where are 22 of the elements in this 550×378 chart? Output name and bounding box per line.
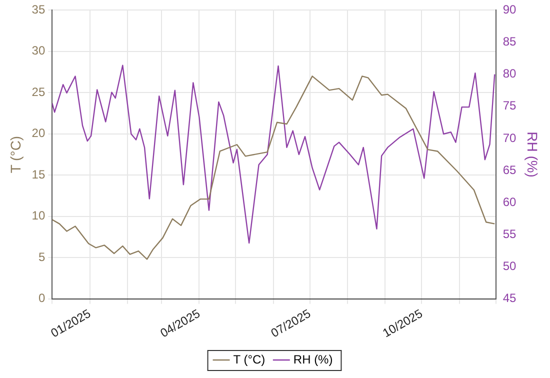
y-tick-label: 0	[38, 291, 46, 306]
y-tick-label: 35	[32, 2, 46, 17]
y2-axis-title: RH (%)	[524, 132, 541, 178]
y-tick-label: 5	[38, 250, 46, 264]
y-tick-label: 30	[32, 44, 46, 58]
legend-label: T (°C)	[233, 352, 266, 366]
y2-tick-label: 50	[502, 259, 517, 274]
y2-tick-label: 75	[502, 98, 517, 113]
y2-tick-label: 60	[502, 194, 517, 209]
y-tick-label: 10	[32, 208, 46, 223]
legend-label: RH (%)	[293, 352, 333, 366]
y-tick-label: 15	[32, 167, 46, 182]
y-tick-label: 20	[32, 126, 46, 140]
y2-tick-label: 85	[502, 34, 517, 49]
y2-tick-label: 55	[502, 227, 517, 242]
y-axis-title: T (°C)	[7, 136, 24, 174]
y-tick-label: 25	[32, 84, 46, 99]
y2-tick-label: 65	[502, 162, 517, 177]
y2-tick-label: 45	[502, 291, 517, 306]
y2-tick-label: 80	[502, 66, 517, 81]
y2-tick-label: 70	[502, 130, 517, 145]
y2-tick-label: 90	[502, 2, 517, 17]
